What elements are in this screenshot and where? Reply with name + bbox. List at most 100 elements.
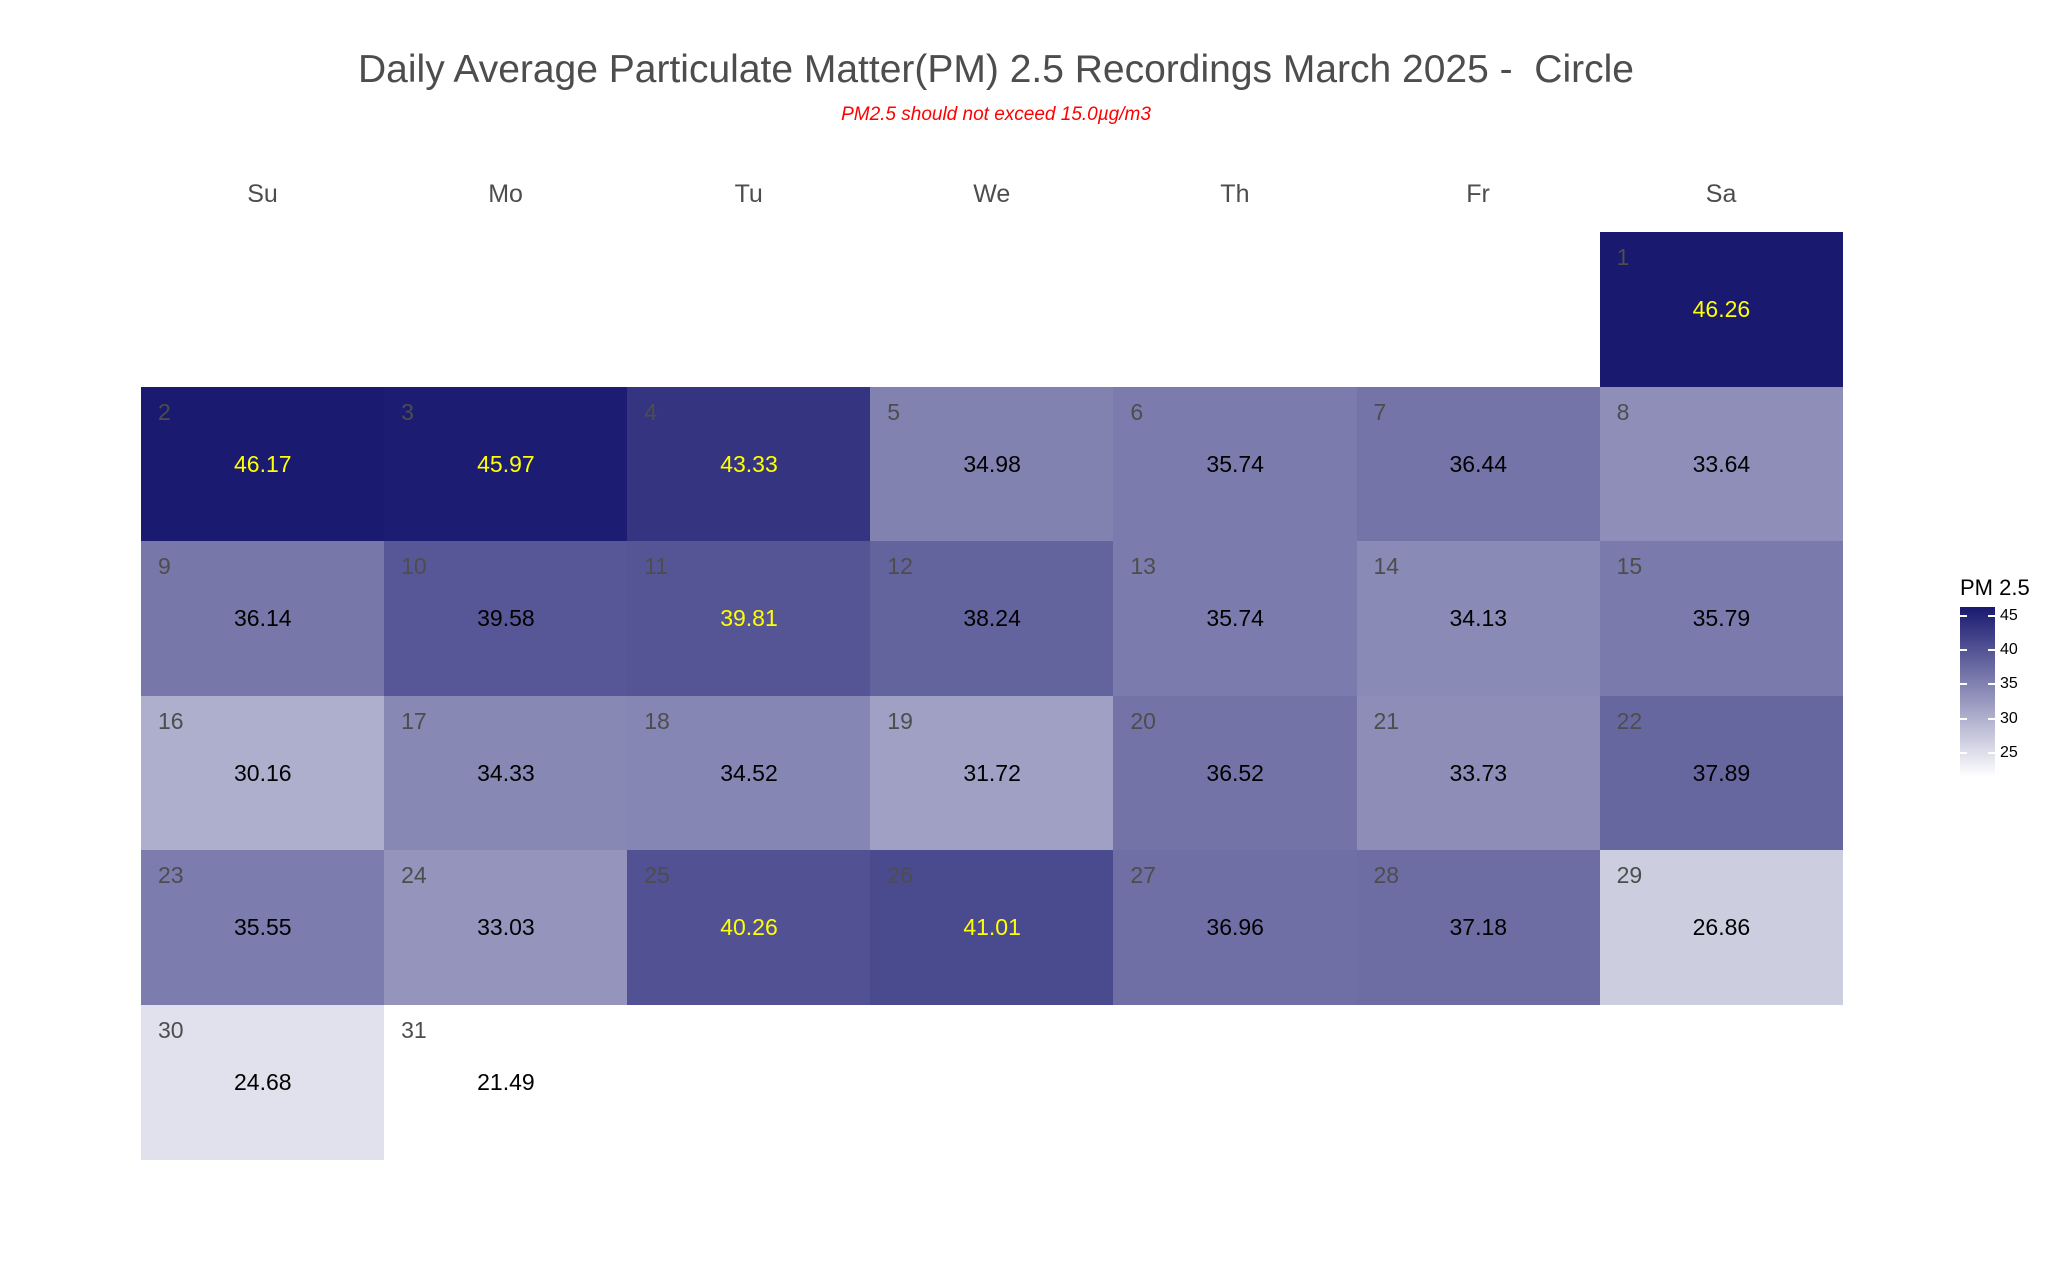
day-number: 8 bbox=[1616, 398, 1630, 425]
data-label: 34.98 bbox=[963, 450, 1021, 477]
day-number: 29 bbox=[1616, 862, 1643, 888]
day-number: 24 bbox=[401, 862, 427, 888]
weekday-header: Mo bbox=[488, 180, 523, 208]
day-number: 11 bbox=[644, 553, 669, 579]
day-cell: 2 46.17 bbox=[141, 386, 385, 542]
weekday-header: Su bbox=[247, 180, 278, 208]
day-number: 22 bbox=[1616, 707, 1643, 734]
data-label: 45.97 bbox=[477, 450, 535, 477]
day-cell: 26 41.01 bbox=[870, 850, 1114, 1005]
day-number: 5 bbox=[887, 398, 901, 425]
weekday-header: Tu bbox=[734, 180, 763, 208]
data-label: 46.26 bbox=[1692, 296, 1751, 322]
legend-tick-label: 30 bbox=[2000, 709, 2018, 727]
day-cell: 12 38.24 bbox=[870, 541, 1114, 696]
day-number: 2 bbox=[158, 398, 171, 425]
day-cell: 7 36.44 bbox=[1356, 386, 1601, 542]
weekday-header: We bbox=[973, 180, 1011, 208]
legend-tick-mark bbox=[1988, 717, 1995, 720]
day-number: 26 bbox=[887, 862, 913, 888]
data-label: 41.01 bbox=[963, 914, 1021, 940]
legend-title: PM 2.5 bbox=[1960, 575, 2030, 600]
day-cell: 25 40.26 bbox=[627, 850, 871, 1005]
data-label: 35.74 bbox=[1206, 605, 1264, 631]
data-label: 31.72 bbox=[963, 759, 1021, 786]
day-cell: 27 36.96 bbox=[1113, 850, 1357, 1005]
data-label: 43.33 bbox=[720, 450, 778, 477]
data-label: 35.74 bbox=[1206, 450, 1264, 477]
day-number: 20 bbox=[1130, 707, 1156, 734]
day-cell: 29 26.86 bbox=[1599, 850, 1844, 1005]
legend-tick-mark bbox=[1988, 648, 1995, 651]
day-number: 21 bbox=[1373, 707, 1400, 734]
day-number: 13 bbox=[1130, 553, 1156, 579]
day-cell: 23 35.55 bbox=[141, 850, 385, 1005]
day-number: 17 bbox=[401, 707, 427, 734]
data-label: 30.16 bbox=[234, 759, 292, 786]
data-label: 33.73 bbox=[1449, 759, 1508, 786]
day-number: 6 bbox=[1130, 398, 1144, 425]
legend-tick-label: 40 bbox=[2000, 640, 2018, 658]
day-cell: 30 24.68 bbox=[141, 1004, 385, 1160]
chart-title: Daily Average Particulate Matter(PM) 2.5… bbox=[358, 48, 1634, 91]
data-label: 33.03 bbox=[477, 914, 535, 940]
weekday-header: Th bbox=[1220, 180, 1250, 208]
day-cell: 3 45.97 bbox=[384, 386, 628, 542]
day-cell: 16 30.16 bbox=[141, 695, 385, 851]
legend-tick-mark bbox=[1960, 614, 1967, 617]
legend-tick-mark bbox=[1988, 751, 1995, 754]
data-label: 34.33 bbox=[477, 759, 535, 786]
day-cell: 9 36.14 bbox=[141, 541, 385, 696]
legend-tick-label: 45 bbox=[2000, 606, 2018, 624]
weekday-header: Fr bbox=[1466, 180, 1490, 208]
data-label: 21.49 bbox=[477, 1068, 535, 1095]
day-cell: 15 35.79 bbox=[1599, 541, 1844, 696]
data-label: 36.14 bbox=[234, 605, 292, 631]
day-cell: 18 34.52 bbox=[627, 695, 871, 851]
day-cell: 28 37.18 bbox=[1356, 850, 1601, 1005]
day-number: 23 bbox=[158, 862, 184, 888]
day-cell: 14 34.13 bbox=[1356, 541, 1601, 696]
day-cell: 6 35.74 bbox=[1113, 386, 1357, 542]
legend-tick-mark bbox=[1988, 614, 1995, 617]
day-number: 16 bbox=[158, 707, 184, 734]
data-label: 37.89 bbox=[1692, 759, 1751, 786]
day-number: 12 bbox=[887, 553, 913, 579]
data-label: 36.52 bbox=[1206, 759, 1264, 786]
legend-tick-mark bbox=[1960, 648, 1967, 651]
data-label: 38.24 bbox=[963, 605, 1021, 631]
day-number: 27 bbox=[1130, 862, 1156, 888]
weekday-header: Sa bbox=[1705, 180, 1737, 208]
data-label: 34.13 bbox=[1449, 605, 1508, 631]
data-label: 34.52 bbox=[720, 759, 778, 786]
day-cell: 5 34.98 bbox=[870, 386, 1114, 542]
legend-tick-label: 35 bbox=[2000, 675, 2018, 693]
day-cell: 8 33.64 bbox=[1599, 386, 1844, 542]
day-cell: 17 34.33 bbox=[384, 695, 628, 851]
data-label: 36.96 bbox=[1206, 914, 1264, 940]
day-number: 31 bbox=[401, 1016, 427, 1043]
day-cell: 24 33.03 bbox=[384, 850, 628, 1005]
day-number: 25 bbox=[644, 862, 670, 888]
data-label: 46.17 bbox=[234, 450, 292, 477]
day-number: 15 bbox=[1616, 553, 1643, 579]
day-number: 7 bbox=[1373, 398, 1387, 425]
day-cell: 4 43.33 bbox=[627, 386, 871, 542]
data-label: 39.81 bbox=[720, 605, 778, 631]
day-cell: 21 33.73 bbox=[1356, 695, 1601, 851]
data-label: 40.26 bbox=[720, 914, 778, 940]
day-number: 9 bbox=[158, 553, 171, 579]
data-label: 33.64 bbox=[1692, 450, 1751, 477]
legend-tick-mark bbox=[1988, 683, 1995, 686]
legend-tick-label: 25 bbox=[2000, 743, 2018, 761]
data-label: 24.68 bbox=[234, 1068, 292, 1095]
day-cell: 19 31.72 bbox=[870, 695, 1114, 851]
day-number: 3 bbox=[401, 398, 414, 425]
day-cell: 31 21.49 bbox=[384, 1004, 628, 1160]
day-cell: 13 35.74 bbox=[1113, 541, 1357, 696]
data-label: 26.86 bbox=[1692, 914, 1751, 940]
day-cell: 10 39.58 bbox=[384, 541, 628, 696]
day-number: 10 bbox=[401, 553, 427, 579]
day-cell: 1 46.26 bbox=[1599, 232, 1844, 387]
